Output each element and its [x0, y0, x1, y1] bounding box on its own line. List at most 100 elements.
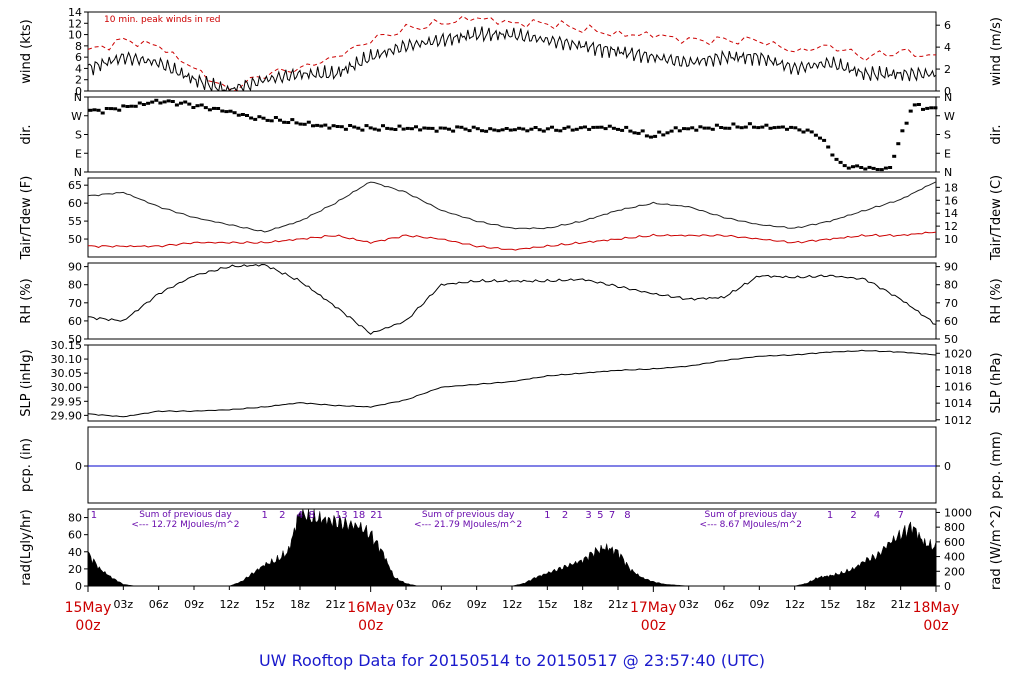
direction-point	[533, 126, 538, 129]
direction-point	[166, 99, 171, 103]
direction-point	[356, 126, 361, 130]
rad-wm2-axis-tick-label: 1000	[944, 506, 972, 519]
direction-point	[525, 129, 530, 133]
direction-point	[306, 120, 311, 124]
direction-point	[471, 125, 476, 129]
rh-right-axis-tick-label: 90	[944, 261, 958, 274]
wind-kts-axis-tick-label: 8	[75, 40, 82, 53]
rad-wm2-axis-tick-label: 0	[944, 580, 951, 593]
direction-point	[780, 125, 785, 129]
direction-point	[805, 128, 810, 132]
radiation-hour-mark: 4	[874, 510, 880, 521]
direction-point	[475, 127, 480, 131]
x-tick-label: 06z	[149, 598, 169, 611]
pressure-series	[87, 349, 937, 418]
direction-point	[315, 123, 320, 127]
radiation-hour-mark: 4	[297, 510, 303, 521]
direction-point	[690, 126, 695, 130]
panel-5-ylabel: pcp. (in)	[19, 438, 34, 492]
direction-point	[888, 166, 893, 169]
temp-c-axis-tick-label: 10	[944, 233, 958, 246]
slp-inhg-axis-tick-label: 30.10	[51, 353, 83, 366]
rh-right-axis-tick-label: 80	[944, 279, 958, 292]
slp-hpa-axis-tick-label: 1012	[944, 414, 972, 427]
direction-point	[484, 129, 489, 133]
direction-point	[414, 125, 418, 129]
direction-point	[323, 123, 328, 127]
panel-6-ylabel: rad(Lgly/hr)	[19, 509, 34, 585]
direction-point	[430, 126, 435, 130]
direction-point	[640, 129, 645, 133]
day-hour-label: 00z	[641, 618, 666, 634]
direction-point	[442, 126, 447, 130]
direction-point	[554, 128, 559, 132]
direction-point	[508, 128, 513, 132]
direction-point	[451, 129, 456, 133]
direction-point	[447, 127, 451, 131]
direction-point	[867, 165, 872, 169]
direction-point	[653, 134, 658, 138]
direction-point	[529, 127, 534, 131]
direction-point	[628, 129, 633, 133]
day-label: 18May	[913, 600, 960, 616]
rh-left-axis-tick-label: 60	[68, 315, 82, 328]
direction-point	[727, 126, 732, 130]
direction-point	[121, 104, 126, 108]
direction-point	[719, 126, 724, 129]
direction-point	[496, 129, 501, 133]
direction-point	[104, 107, 109, 110]
direction-point	[240, 113, 245, 116]
radiation-hour-mark: 7	[897, 510, 903, 521]
dir-left-axis-tick-label: N	[74, 166, 82, 179]
direction-point	[117, 108, 122, 112]
direction-point	[212, 106, 216, 110]
direction-point	[249, 116, 254, 120]
daily-sum-title: Sum of previous day	[422, 510, 515, 520]
direction-point	[216, 107, 221, 110]
direction-point	[892, 154, 897, 158]
pcp-in-axis-tick-label: 0	[75, 460, 82, 473]
radiation-hour-mark: 5	[597, 510, 603, 521]
direction-point	[426, 126, 431, 130]
direction-point	[352, 125, 357, 129]
rad-lgly-axis-tick-label: 0	[75, 580, 82, 593]
humidity-panel: 50 60 70 80 90 50 60 70 80 90 RH (%) RH (%)	[19, 261, 1004, 346]
panel-0-y2label: wind (m/s)	[989, 17, 1004, 86]
direction-point	[170, 100, 175, 103]
slp-inhg-axis-tick-label: 30.15	[51, 339, 83, 352]
radiation-hour-mark: 1	[261, 510, 267, 521]
dir-right-axis-tick-label: W	[944, 110, 955, 123]
panel-0-ylabel: wind (kts)	[19, 19, 34, 83]
radiation-hour-mark: 8	[309, 510, 315, 521]
slp-inhg-axis-tick-label: 30.05	[51, 367, 83, 380]
direction-point	[574, 127, 579, 131]
precipitation-panel: 0 0 pcp. (in) pcp. (mm)	[19, 426, 1004, 504]
day-hour-label: 00z	[358, 618, 383, 634]
direction-point	[896, 142, 901, 146]
x-tick-label: 03z	[113, 598, 133, 611]
x-tick-label: 09z	[467, 598, 487, 611]
direction-point	[562, 126, 567, 130]
slp-inhg-axis-tick-label: 29.95	[51, 395, 83, 408]
dir-right-axis-tick-label: N	[944, 91, 952, 104]
direction-point	[88, 108, 93, 112]
direction-point	[925, 106, 930, 110]
direction-point	[409, 127, 414, 131]
direction-point	[517, 126, 522, 130]
direction-point	[125, 105, 130, 108]
direction-point	[228, 109, 233, 113]
radiation-hour-mark: 2	[279, 510, 285, 521]
rh-right-axis-tick-label: 60	[944, 315, 958, 328]
pcp-mm-axis-tick-label: 0	[944, 460, 951, 473]
direction-point	[636, 131, 641, 135]
direction-point	[595, 125, 600, 129]
direction-point	[232, 111, 237, 115]
x-tick-label: 18z	[855, 598, 875, 611]
direction-point	[504, 127, 509, 130]
panel-3-y2label: RH (%)	[989, 278, 1004, 323]
x-tick-label: 09z	[749, 598, 769, 611]
